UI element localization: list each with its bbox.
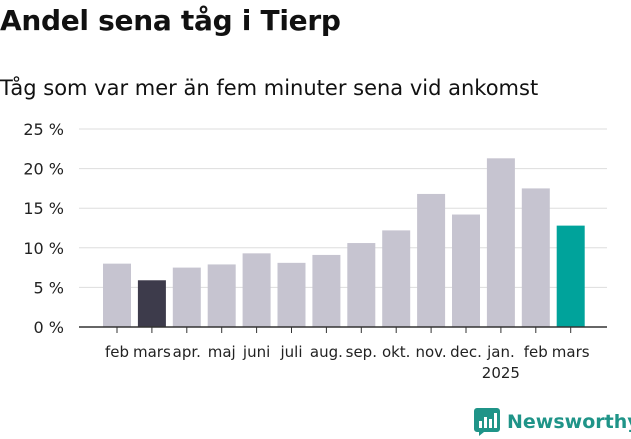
newsworthy-logo-icon <box>474 408 500 436</box>
y-tick-label: 20 % <box>23 160 64 179</box>
y-tick-label: 5 % <box>34 278 64 297</box>
x-tick-label: dec. <box>450 343 482 361</box>
chart-title: Andel sena tåg i Tierp <box>0 4 341 37</box>
bar <box>207 264 236 327</box>
y-axis-ticks: 0 % 5 % 10 % 15 % 20 % 25 % <box>23 120 64 337</box>
x-tick-label: nov. <box>416 343 447 361</box>
chart-subtitle: Tåg som var mer än fem minuter sena vid … <box>0 76 539 100</box>
bar <box>242 253 271 327</box>
y-tick-label: 10 % <box>23 239 64 258</box>
y-tick-label: 0 % <box>34 318 64 337</box>
x-tick-label: sep. <box>346 343 377 361</box>
bar <box>137 280 166 327</box>
x-axis <box>79 326 607 333</box>
bar <box>521 188 550 327</box>
bar <box>172 267 201 327</box>
bar <box>452 214 480 327</box>
bars <box>103 158 585 327</box>
bar <box>417 193 446 327</box>
bar-chart: 0 %5 %10 %15 %20 %25 % feb mars apr. maj jun… <box>23 120 607 382</box>
x-tick-label: juli <box>279 343 302 361</box>
x-tick-label: feb <box>105 343 129 361</box>
x-tick-label: okt. <box>382 343 411 361</box>
bar <box>312 254 341 327</box>
x-tick-label: aug. <box>310 343 343 361</box>
x-tick-label: jan. <box>486 343 515 361</box>
x-tick-label: maj <box>208 343 236 361</box>
x-tick-label: juni <box>242 343 270 361</box>
newsworthy-logo: Newsworthy <box>474 408 631 436</box>
bar <box>103 263 131 327</box>
bar <box>382 230 411 327</box>
x-year-label: 2025 <box>482 364 520 382</box>
bar <box>486 158 515 327</box>
bar <box>347 243 376 327</box>
bar <box>277 262 306 327</box>
x-axis-ticks: feb mars apr. maj juni juli aug. sep. okt. nov. de… <box>105 343 590 382</box>
x-tick-label: mars <box>552 343 590 361</box>
x-tick-label: feb <box>524 343 548 361</box>
x-tick-label: mars <box>133 343 171 361</box>
grid-lines <box>79 128 607 288</box>
y-tick-label: 25 % <box>23 120 64 139</box>
newsworthy-logo-text: Newsworthy <box>507 411 631 433</box>
bar <box>556 225 585 327</box>
x-tick-label: apr. <box>173 343 201 361</box>
y-tick-label: 15 % <box>23 199 64 218</box>
